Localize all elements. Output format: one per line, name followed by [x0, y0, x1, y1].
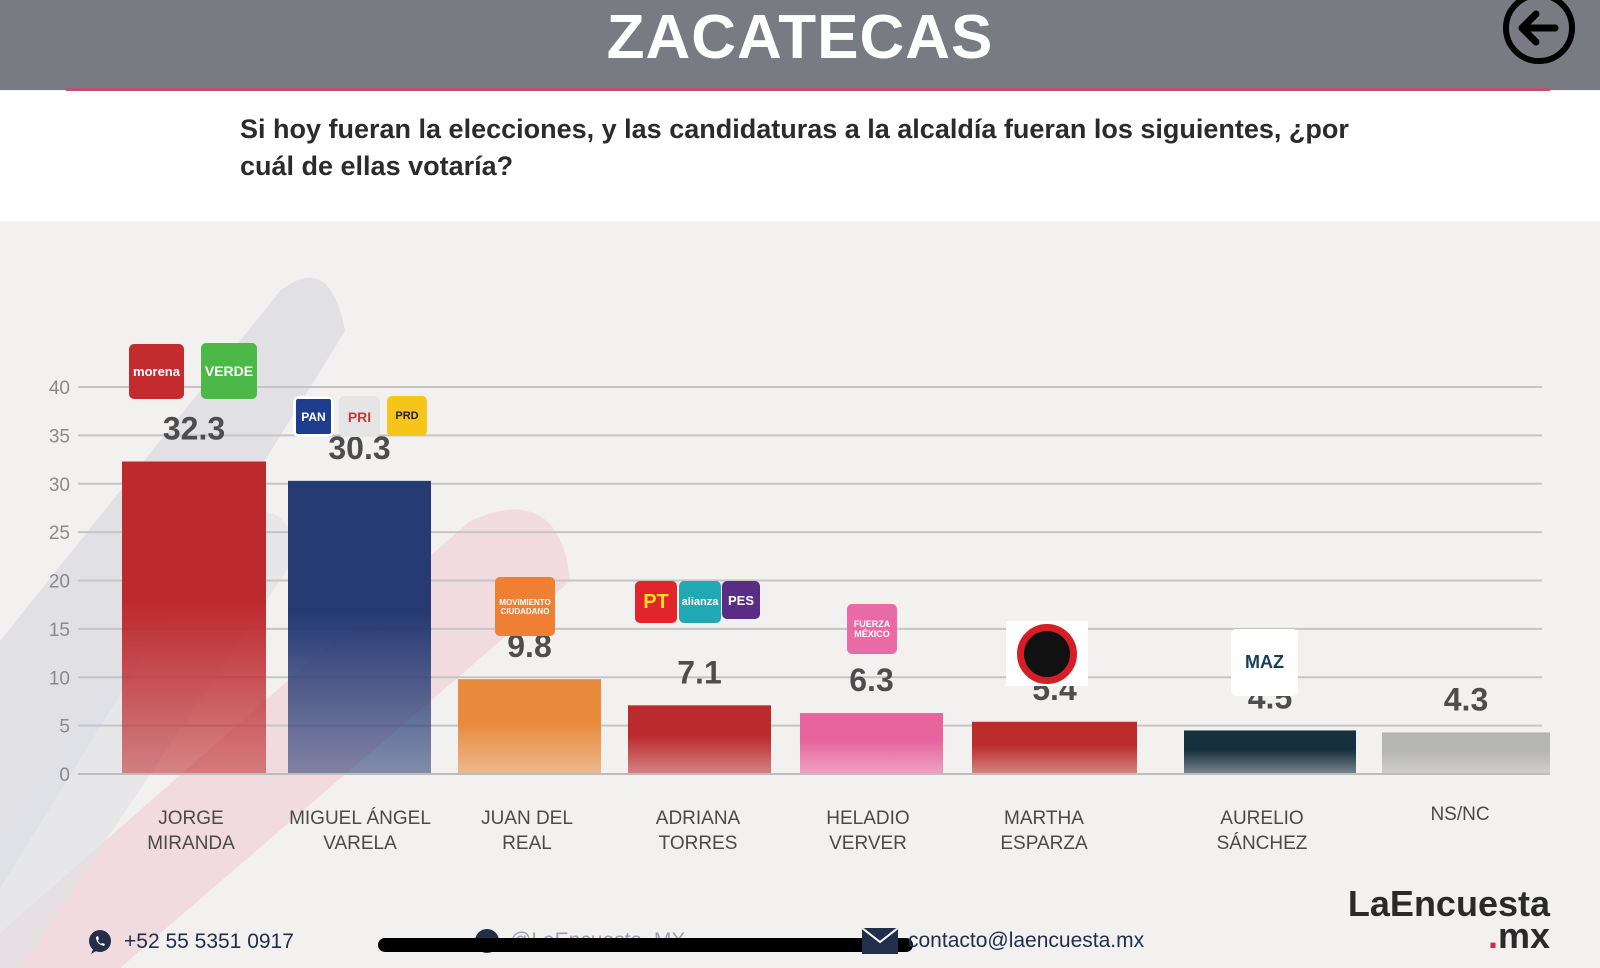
arrow-left-circle-icon[interactable] — [1500, 0, 1578, 66]
party-logo: PT — [635, 581, 677, 623]
category-label: ESPARZA — [1000, 833, 1088, 854]
party-logo: FUERZA MÉXICO — [847, 604, 897, 654]
y-tick-label: 20 — [49, 572, 70, 593]
party-logo: MAZ — [1231, 629, 1298, 696]
header-divider — [66, 88, 1550, 91]
party-logo: VERDE — [201, 343, 257, 399]
footer-phone: +52 55 5351 0917 — [86, 928, 294, 956]
category-label: NS/NC — [1430, 804, 1489, 825]
category-label: MARTHA — [1004, 808, 1084, 829]
party-logo: morena — [129, 344, 184, 399]
y-tick-label: 25 — [49, 523, 70, 544]
phone-number[interactable]: +52 55 5351 0917 — [124, 930, 294, 953]
bar-chart: 051015202530354032.3JORGEMIRANDA30.3MIGU… — [0, 277, 1550, 968]
party-logo: PRI — [339, 396, 380, 437]
category-label: JORGE — [158, 808, 223, 829]
value-label: 6.3 — [849, 662, 893, 698]
category-label: VERVER — [829, 833, 907, 854]
brand-tld: mx — [1497, 915, 1550, 956]
party-logo: PES — [722, 581, 760, 619]
value-label: 4.3 — [1444, 681, 1488, 717]
chart-area: 0 5 10 15 20 25 30 35 40 32.3 JORGE MIRANDA 30.3 MIGU… — [0, 221, 1600, 968]
y-tick-label: 10 — [49, 668, 70, 689]
question-band: Si hoy fueran la elecciones, y las candi… — [0, 91, 1600, 221]
category-label: ADRIANA — [656, 808, 741, 829]
category-label: HELADIO — [826, 808, 909, 829]
value-label: 32.3 — [163, 410, 225, 446]
category-label: AURELIO — [1220, 808, 1303, 829]
bar-4 — [628, 705, 771, 774]
party-logo: PAN — [293, 396, 334, 437]
bar-6 — [972, 721, 1137, 774]
header-bar: ZACATECAS — [0, 0, 1600, 90]
party-logo: MOVIMIENTO CIUDADANO — [495, 577, 555, 636]
page-title: ZACATECAS — [606, 3, 994, 72]
bar-3 — [458, 679, 601, 774]
category-label: VARELA — [323, 833, 397, 854]
y-tick-label: 0 — [59, 765, 70, 786]
bar-1 — [122, 461, 266, 774]
y-tick-label: 15 — [49, 620, 70, 641]
category-label: MIGUEL ÁNGEL — [289, 808, 431, 829]
survey-question: Si hoy fueran la elecciones, y las candi… — [240, 114, 1349, 181]
mail-icon — [862, 928, 898, 954]
party-logo: PRD — [387, 396, 427, 436]
value-label: 7.1 — [677, 654, 721, 690]
footer-email: contacto@laencuesta.mx — [862, 928, 1144, 954]
party-logo — [1006, 621, 1088, 686]
brand-dot: . — [1487, 915, 1498, 956]
category-label: JUAN DEL — [481, 808, 573, 829]
y-tick-label: 35 — [49, 426, 70, 447]
redaction-bar — [378, 938, 913, 952]
y-tick-label: 40 — [49, 378, 70, 399]
y-tick-label: 5 — [59, 717, 70, 738]
bar-7 — [1184, 730, 1356, 774]
email-address[interactable]: contacto@laencuesta.mx — [908, 929, 1145, 952]
y-tick-label: 30 — [49, 475, 70, 496]
bar-5 — [800, 713, 943, 774]
bar-2 — [288, 480, 431, 774]
brand-logo: LaEncuesta .mx — [1347, 883, 1550, 954]
whatsapp-icon — [89, 930, 111, 954]
bar-8 — [1382, 732, 1550, 774]
category-label: TORRES — [659, 833, 738, 854]
category-label: SÁNCHEZ — [1217, 833, 1308, 854]
party-logo: alianza — [679, 581, 721, 623]
revolucion-popular-emblem — [1017, 623, 1077, 684]
category-label: MIRANDA — [147, 833, 235, 854]
brand-name: LaEncuesta — [1347, 883, 1550, 924]
category-label: REAL — [502, 833, 552, 854]
